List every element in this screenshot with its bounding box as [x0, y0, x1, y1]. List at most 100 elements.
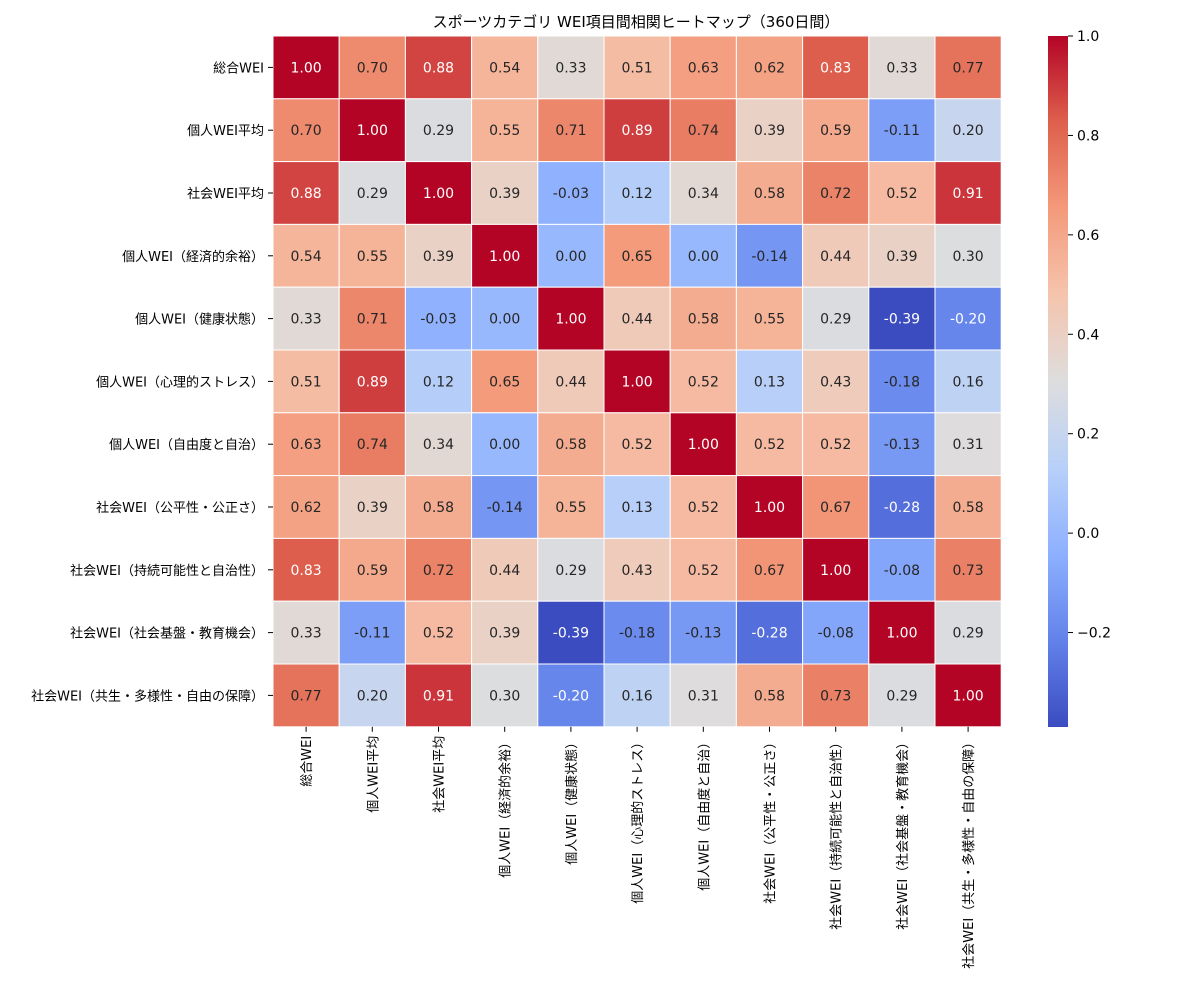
heatmap-cell	[603, 600, 671, 665]
heatmap-cell	[404, 223, 473, 288]
heatmap-value-label: 0.00	[489, 312, 520, 328]
heatmap-cell	[603, 663, 671, 728]
heatmap-value-label: -0.20	[950, 312, 986, 328]
heatmap-value-label: 0.59	[357, 563, 388, 579]
heatmap-value-label: -0.28	[751, 626, 787, 642]
heatmap-cell	[868, 475, 936, 539]
heatmap-value-label: 0.13	[622, 500, 653, 516]
heatmap-cell	[404, 286, 473, 351]
heatmap-cell	[934, 663, 1002, 728]
x-tick-label: 個人WEI平均	[366, 736, 381, 813]
heatmap-value-label: 0.29	[953, 626, 984, 642]
heatmap-value-label: 0.16	[622, 688, 653, 704]
colorbar-tick-label: 0.4	[1077, 327, 1099, 343]
y-tick-label: 社会WEI（共生・多様性・自由の保障）	[31, 688, 264, 704]
heatmap-cell	[669, 223, 737, 288]
y-tick-label: 社会WEI（公平性・公正さ）	[96, 500, 264, 516]
heatmap-cell	[471, 475, 539, 539]
heatmap-cell	[735, 600, 804, 665]
heatmap-cell	[404, 98, 473, 163]
heatmap-value-label: 0.73	[820, 688, 851, 704]
heatmap-cell	[338, 286, 406, 351]
heatmap-cell	[603, 98, 671, 163]
heatmap-value-label: 0.29	[820, 312, 851, 328]
heatmap-value-label: 0.58	[754, 688, 785, 704]
heatmap-cell	[272, 286, 340, 351]
heatmap-cell	[934, 537, 1002, 602]
heatmap-value-label: 0.31	[953, 437, 984, 453]
heatmap-value-label: 0.89	[622, 123, 653, 139]
heatmap-value-label: 1.00	[688, 437, 719, 453]
heatmap-cell	[802, 663, 870, 728]
heatmap-value-label: 0.51	[622, 60, 653, 76]
heatmap-value-label: 1.00	[820, 563, 851, 579]
heatmap-value-label: 0.55	[357, 249, 388, 265]
x-tick-label: 社会WEI（社会基盤・教育機会）	[895, 736, 911, 930]
heatmap-cell	[934, 161, 1002, 225]
heatmap-cell	[404, 35, 473, 100]
heatmap-value-label: -0.13	[685, 626, 721, 642]
heatmap-cell	[802, 98, 870, 163]
heatmap-cell	[868, 223, 936, 288]
x-tick-label: 個人WEI（自由度と自治）	[696, 736, 712, 891]
heatmap-value-label: 0.73	[953, 563, 984, 579]
heatmap-value-label: 1.00	[489, 249, 520, 265]
heatmap-value-label: 0.20	[953, 123, 984, 139]
heatmap-value-label: 0.55	[754, 312, 785, 328]
heatmap-cells	[272, 35, 1002, 728]
y-tick-label: 総合WEI	[213, 61, 264, 76]
heatmap-value-label: 0.58	[953, 500, 984, 516]
heatmap-value-label: 0.74	[688, 123, 719, 139]
heatmap-value-label: 0.72	[423, 563, 454, 579]
heatmap-cell	[471, 537, 539, 602]
heatmap-cell	[934, 286, 1002, 351]
heatmap-cell	[272, 35, 340, 100]
heatmap-value-label: 0.34	[688, 186, 719, 202]
heatmap-cell	[603, 286, 671, 351]
heatmap-value-label: 0.54	[489, 60, 520, 76]
heatmap-value-label: 0.52	[688, 500, 719, 516]
y-tick-label: 個人WEI（自由度と自治）	[109, 437, 264, 453]
heatmap-value-label: 0.30	[953, 249, 984, 265]
heatmap-cell	[868, 537, 936, 602]
heatmap-cell	[537, 475, 605, 539]
heatmap-value-label: 0.67	[754, 563, 785, 579]
heatmap-cell	[603, 161, 671, 225]
heatmap-cell	[537, 663, 605, 728]
heatmap-value-label: 0.29	[886, 688, 917, 704]
x-tick-label: 社会WEI平均	[432, 736, 448, 813]
heatmap-cell	[802, 223, 870, 288]
heatmap-cell	[272, 98, 340, 163]
heatmap-value-label: 0.44	[820, 249, 851, 265]
heatmap-value-label: 0.44	[555, 374, 586, 390]
heatmap-value-label: 0.74	[357, 437, 388, 453]
heatmap-value-label: 0.43	[622, 563, 653, 579]
heatmap-value-label: 0.83	[820, 60, 851, 76]
heatmap-value-label: 0.77	[291, 688, 322, 704]
heatmap-cell	[934, 98, 1002, 163]
heatmap-value-label: 0.91	[953, 186, 984, 202]
heatmap-cell	[471, 223, 539, 288]
y-tick-label: 個人WEI（心理的ストレス）	[96, 374, 264, 390]
heatmap-cell	[338, 663, 406, 728]
y-tick-label: 社会WEI（社会基盤・教育機会）	[70, 626, 264, 642]
heatmap-cell	[735, 537, 804, 602]
heatmap-value-label: -0.11	[884, 123, 920, 139]
heatmap-cell	[868, 412, 936, 477]
heatmap-value-label: 0.31	[688, 688, 719, 704]
heatmap-value-label: -0.11	[354, 626, 390, 642]
heatmap-value-label: -0.39	[553, 626, 589, 642]
y-tick-label: 個人WEI（健康状態）	[135, 312, 264, 328]
heatmap-cell	[934, 223, 1002, 288]
heatmap-value-label: 0.52	[423, 626, 454, 642]
y-tick-label: 社会WEI（持続可能性と自治性）	[70, 563, 264, 579]
heatmap-value-label: -0.08	[818, 626, 854, 642]
heatmap-value-label: 1.00	[357, 123, 388, 139]
heatmap-cell	[338, 475, 406, 539]
heatmap-cell	[404, 663, 473, 728]
heatmap-cell	[603, 223, 671, 288]
heatmap-value-label: 0.30	[489, 688, 520, 704]
heatmap-cell	[868, 35, 936, 100]
heatmap-cell	[471, 286, 539, 351]
